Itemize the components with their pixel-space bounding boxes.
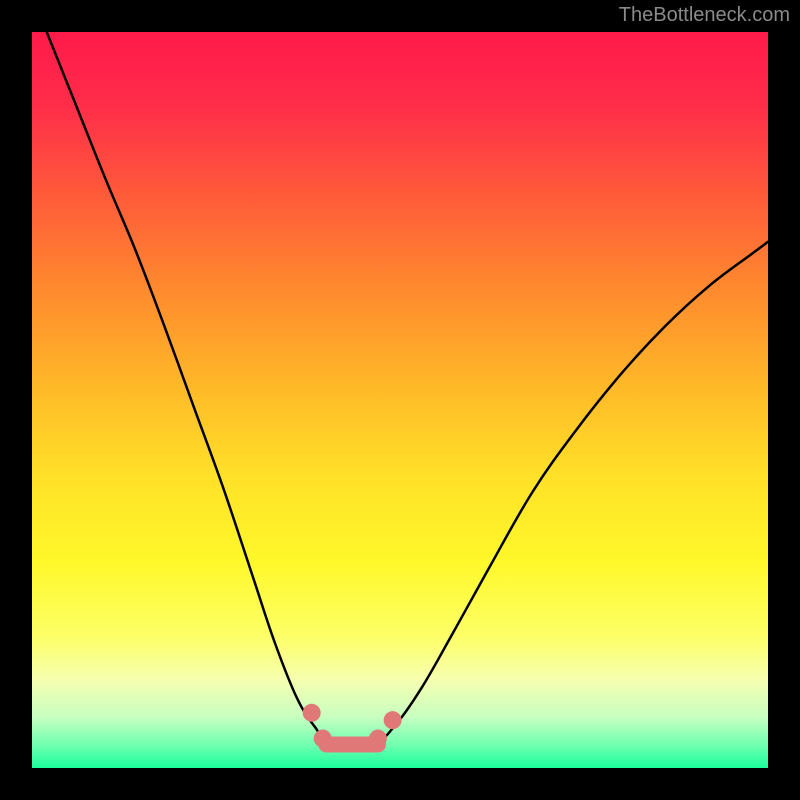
watermark-text: TheBottleneck.com [619,4,790,27]
bottleneck-chart [32,32,768,768]
chart-background [32,32,768,768]
chart-svg [32,32,768,768]
